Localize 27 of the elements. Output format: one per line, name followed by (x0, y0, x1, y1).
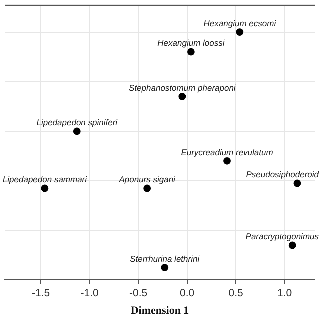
point (187, 48, 195, 56)
point (144, 184, 152, 192)
point (178, 93, 186, 100)
annotation: Pseudosiphoderoid (246, 170, 320, 180)
annotation: Hexangium loossi (158, 38, 226, 48)
point (73, 128, 81, 136)
point (288, 242, 296, 250)
x-tick-label: -1.5 (32, 287, 50, 300)
annotation: Lipedapedon spiniferi (36, 118, 119, 128)
point (41, 184, 49, 192)
annotation: Sterrhurina lethrini (130, 254, 201, 264)
x-axis-title: Dimension 1 (130, 305, 190, 318)
point (294, 180, 302, 188)
annotation: Paracryptogonimus (246, 232, 320, 242)
annotation: Stephanostomum pheraponi (129, 82, 237, 93)
x-tick-label: -0.5 (130, 287, 148, 300)
annotation: Hexangium ecsomi (204, 18, 278, 28)
x-tick-label: 0.0 (180, 287, 195, 300)
annotation: Lipedapedon sammari (2, 174, 88, 185)
annotation: Aponurs sigani (118, 174, 177, 185)
x-tick-label: 0.5 (228, 287, 244, 300)
annotation: Eurycreadium revulatum (181, 147, 274, 158)
point (161, 264, 169, 272)
point (236, 28, 244, 36)
x-tick-label: 1.0 (277, 287, 292, 300)
point (224, 157, 231, 165)
x-tick-label: -1.0 (80, 287, 100, 300)
